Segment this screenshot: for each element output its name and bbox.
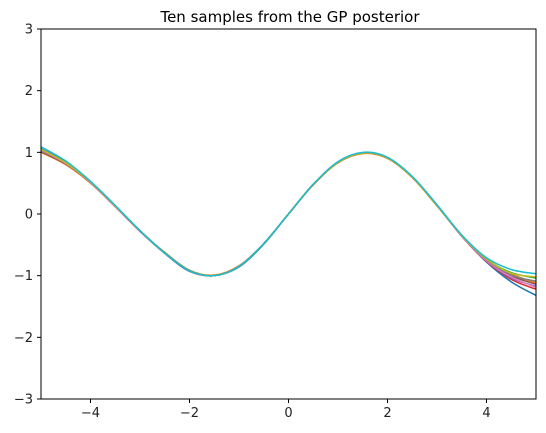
sample-line-1 <box>40 147 537 297</box>
x-tick-label: 2 <box>383 406 391 421</box>
series-layer <box>40 146 537 297</box>
x-tick-label: 0 <box>284 406 292 421</box>
sample-line-7 <box>40 149 537 289</box>
y-axis: −3 −2 −1 0 1 2 3 <box>14 23 41 408</box>
y-tick-label: 2 <box>25 84 33 99</box>
sample-line-10 <box>40 146 537 277</box>
x-tick-label: 4 <box>482 406 490 421</box>
chart-title: Ten samples from the GP posterior <box>159 8 420 26</box>
y-tick-label: −3 <box>14 393 33 408</box>
sample-line-2 <box>40 151 537 284</box>
sample-line-8 <box>40 149 537 282</box>
x-axis: −4 −2 0 2 4 <box>81 399 491 421</box>
y-tick-label: −2 <box>14 331 33 346</box>
sample-line-4 <box>40 150 537 290</box>
sample-line-6 <box>40 151 537 286</box>
y-tick-label: −1 <box>14 269 33 284</box>
y-tick-label: 1 <box>25 146 33 161</box>
y-tick-label: 0 <box>25 208 33 223</box>
x-tick-label: −2 <box>180 406 199 421</box>
sample-line-5 <box>40 148 537 287</box>
y-tick-label: 3 <box>25 23 33 38</box>
x-tick-label: −4 <box>81 406 100 421</box>
